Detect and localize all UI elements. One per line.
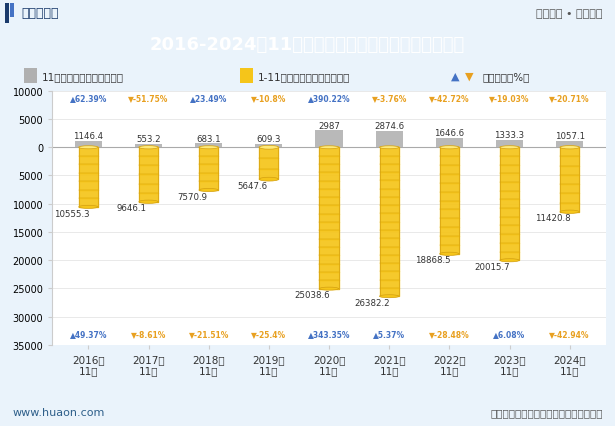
- Text: 专业严谨 • 客观科学: 专业严谨 • 客观科学: [536, 9, 603, 19]
- Text: 25038.6: 25038.6: [295, 291, 330, 299]
- Text: ▲6.08%: ▲6.08%: [493, 329, 526, 338]
- Text: 18868.5: 18868.5: [415, 256, 450, 265]
- Text: ▼-21.51%: ▼-21.51%: [189, 329, 229, 338]
- Bar: [315, 131, 343, 148]
- Ellipse shape: [379, 147, 399, 150]
- Text: ▼-10.8%: ▼-10.8%: [251, 94, 287, 103]
- Text: 5647.6: 5647.6: [237, 181, 267, 190]
- Text: 26382.2: 26382.2: [354, 298, 390, 307]
- Text: 683.1: 683.1: [196, 134, 221, 143]
- Text: ▼-42.94%: ▼-42.94%: [549, 329, 590, 338]
- Text: 1146.4: 1146.4: [73, 132, 103, 141]
- Text: 7570.9: 7570.9: [177, 192, 207, 201]
- Ellipse shape: [139, 201, 158, 204]
- Text: ▲23.49%: ▲23.49%: [190, 94, 228, 103]
- Bar: [25, 69, 37, 84]
- Text: 553.2: 553.2: [137, 135, 161, 144]
- Bar: [10, 4, 14, 18]
- Ellipse shape: [319, 288, 339, 291]
- Ellipse shape: [199, 147, 218, 150]
- Text: 华经情报网: 华经情报网: [22, 7, 59, 20]
- Text: 1646.6: 1646.6: [434, 129, 464, 138]
- Ellipse shape: [440, 253, 459, 256]
- Bar: [255, 144, 282, 148]
- Text: 数据来源：证监局，华经产业研究院整理: 数据来源：证监局，华经产业研究院整理: [490, 407, 603, 417]
- Ellipse shape: [260, 146, 279, 150]
- Ellipse shape: [79, 206, 98, 209]
- Text: www.huaon.com: www.huaon.com: [12, 407, 105, 417]
- Text: 1057.1: 1057.1: [555, 132, 585, 141]
- Bar: [556, 142, 583, 148]
- Bar: [195, 144, 222, 148]
- Text: 1333.3: 1333.3: [494, 131, 525, 140]
- Ellipse shape: [500, 259, 519, 262]
- Bar: [75, 141, 102, 148]
- Ellipse shape: [560, 210, 579, 214]
- Text: ▼-42.72%: ▼-42.72%: [429, 94, 470, 103]
- Text: ▲390.22%: ▲390.22%: [308, 94, 351, 103]
- Text: ▼-25.4%: ▼-25.4%: [252, 329, 287, 338]
- Text: 10555.3: 10555.3: [54, 209, 89, 218]
- Text: ▼-8.61%: ▼-8.61%: [131, 329, 166, 338]
- Text: ▲5.37%: ▲5.37%: [373, 329, 405, 338]
- Text: ▼-3.76%: ▼-3.76%: [371, 94, 407, 103]
- Text: 2874.6: 2874.6: [374, 122, 404, 131]
- Text: 11月期货成交金额（亿元）: 11月期货成交金额（亿元）: [42, 72, 124, 82]
- Text: 2987: 2987: [318, 121, 340, 130]
- Text: ▲343.35%: ▲343.35%: [308, 329, 351, 338]
- Text: 2016-2024年11月大连商品交易所豆一期货成交金额: 2016-2024年11月大连商品交易所豆一期货成交金额: [150, 36, 465, 54]
- Ellipse shape: [319, 147, 339, 150]
- Text: 11420.8: 11420.8: [535, 214, 571, 223]
- Bar: [5, 4, 9, 23]
- Ellipse shape: [500, 147, 519, 150]
- Text: 同比增长（%）: 同比增长（%）: [483, 72, 530, 82]
- Bar: [436, 138, 463, 148]
- Ellipse shape: [79, 147, 98, 150]
- Text: ▲49.37%: ▲49.37%: [69, 329, 107, 338]
- Ellipse shape: [260, 178, 279, 181]
- Bar: [496, 141, 523, 148]
- Ellipse shape: [139, 146, 158, 150]
- Text: ▲: ▲: [451, 72, 459, 82]
- Ellipse shape: [560, 146, 579, 150]
- Text: 609.3: 609.3: [256, 135, 281, 144]
- Text: 20015.7: 20015.7: [475, 262, 510, 271]
- Text: ▼-20.71%: ▼-20.71%: [549, 94, 590, 103]
- Text: 9646.1: 9646.1: [117, 204, 147, 213]
- Text: ▲62.39%: ▲62.39%: [69, 94, 107, 103]
- Ellipse shape: [440, 146, 459, 150]
- Text: ▼-51.75%: ▼-51.75%: [129, 94, 169, 103]
- Text: ▼: ▼: [466, 72, 474, 82]
- Ellipse shape: [199, 189, 218, 192]
- Bar: [376, 132, 403, 148]
- Text: ▼-28.48%: ▼-28.48%: [429, 329, 470, 338]
- Text: ▼-19.03%: ▼-19.03%: [490, 94, 530, 103]
- Ellipse shape: [379, 295, 399, 298]
- Text: 1-11月期货成交金额（亿元）: 1-11月期货成交金额（亿元）: [258, 72, 351, 82]
- Bar: [240, 69, 253, 84]
- Bar: [135, 145, 162, 148]
